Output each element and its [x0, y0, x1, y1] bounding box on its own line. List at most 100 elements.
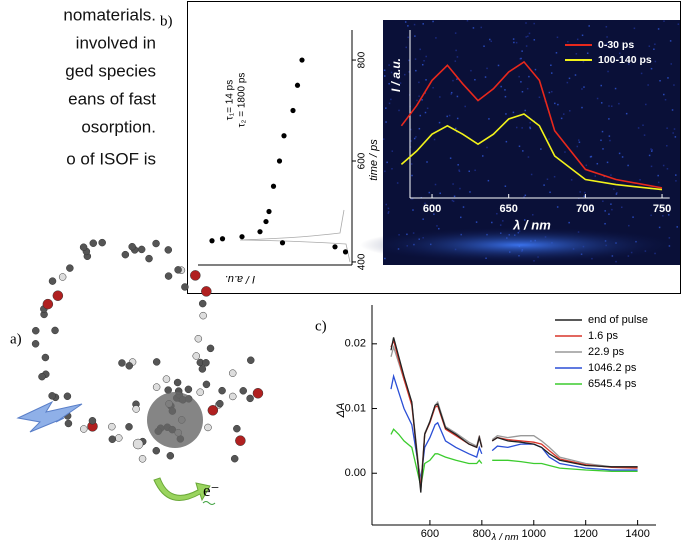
noise-dot: [407, 36, 409, 39]
noise-dot: [502, 220, 504, 222]
data-point: [279, 240, 286, 246]
noise-dot: [456, 78, 458, 80]
atom: [63, 392, 72, 401]
annotation: τ₂ = 1800 ps: [237, 73, 248, 128]
noise-dot: [549, 191, 551, 194]
atom: [235, 435, 246, 446]
atom: [132, 405, 140, 413]
y-tick-label: 0.00: [345, 467, 366, 479]
atom: [174, 266, 182, 274]
data-point: [281, 133, 287, 139]
noise-dot: [433, 138, 436, 141]
y-tick-label: 0.02: [345, 338, 366, 350]
noise-dot: [390, 98, 392, 101]
noise-dot: [609, 139, 611, 142]
noise-dot: [504, 89, 506, 91]
data-point: [342, 249, 349, 255]
noise-dot: [560, 117, 563, 120]
noise-dot: [610, 174, 612, 176]
y-tick-label: 0.01: [345, 402, 366, 414]
text-line: nomaterials.: [63, 5, 156, 24]
noise-dot: [578, 141, 581, 143]
text-line: eans of fast: [68, 89, 156, 108]
noise-dot: [421, 99, 423, 101]
noise-dot: [422, 23, 424, 25]
noise-dot: [633, 27, 636, 30]
atom: [118, 359, 126, 367]
noise-dot: [639, 179, 641, 181]
noise-dot: [610, 203, 612, 205]
noise-dot: [616, 191, 618, 194]
spell-underline: [202, 501, 216, 505]
noise-dot: [581, 34, 584, 37]
noise-dot: [424, 202, 426, 205]
noise-dot: [421, 63, 424, 66]
noise-dot: [667, 214, 670, 216]
noise-dot: [384, 75, 386, 77]
noise-dot: [538, 96, 541, 99]
noise-dot: [553, 175, 556, 178]
atom: [152, 383, 161, 391]
x-tick-label: 600: [421, 528, 439, 540]
noise-dot: [436, 225, 438, 227]
atom: [125, 362, 133, 370]
noise-dot: [675, 180, 677, 182]
noise-dot: [513, 41, 515, 44]
noise-dot: [520, 57, 522, 60]
noise-dot: [554, 102, 556, 105]
noise-dot: [581, 88, 583, 90]
noise-dot: [487, 179, 490, 182]
noise-dot: [457, 164, 459, 166]
noise-dot: [657, 28, 660, 30]
noise-dot: [418, 81, 420, 84]
noise-dot: [415, 69, 417, 72]
noise-dot: [608, 105, 610, 107]
data-point: [257, 229, 263, 235]
noise-dot: [404, 21, 407, 23]
noise-dot: [648, 154, 651, 157]
noise-dot: [550, 64, 552, 67]
noise-dot: [531, 214, 534, 216]
noise-dot: [590, 155, 593, 158]
legend-label: 22.9 ps: [588, 346, 625, 358]
atom: [152, 446, 161, 455]
noise-dot: [576, 145, 579, 148]
noise-dot: [676, 226, 678, 228]
noise-dot: [512, 111, 515, 114]
legend-label: 0-30 ps: [598, 39, 634, 51]
atom: [138, 455, 147, 463]
noise-dot: [606, 161, 609, 164]
noise-dot: [608, 135, 611, 137]
noise-dot: [453, 195, 456, 198]
atom: [125, 423, 133, 431]
noise-dot: [525, 45, 528, 47]
noise-dot: [384, 257, 386, 260]
noise-dot: [663, 93, 665, 96]
molecule: [31, 238, 264, 463]
noise-dot: [643, 134, 646, 136]
noise-dot: [650, 150, 653, 152]
noise-dot: [564, 151, 566, 153]
noise-dot: [597, 45, 600, 47]
irf-trace: [239, 209, 351, 263]
noise-dot: [556, 36, 559, 39]
x-tick-label: 1200: [573, 528, 597, 540]
noise-dot: [555, 52, 558, 54]
noise-dot: [399, 82, 402, 84]
noise-dot: [439, 96, 441, 98]
noise-dot: [523, 219, 526, 221]
noise-dot: [521, 50, 523, 52]
x-axis-label: λ / nm: [490, 533, 518, 540]
noise-dot: [529, 121, 531, 124]
noise-dot: [570, 179, 573, 181]
noise-dot: [385, 107, 387, 109]
noise-dot: [543, 184, 545, 186]
noise-dot: [526, 87, 529, 90]
noise-dot: [439, 192, 441, 195]
data-point: [209, 238, 215, 244]
atom: [38, 372, 46, 381]
text-line: osorption.: [81, 117, 156, 136]
figure-frame: [187, 1, 681, 294]
noise-dot: [426, 107, 429, 110]
noise-dot: [666, 145, 668, 147]
